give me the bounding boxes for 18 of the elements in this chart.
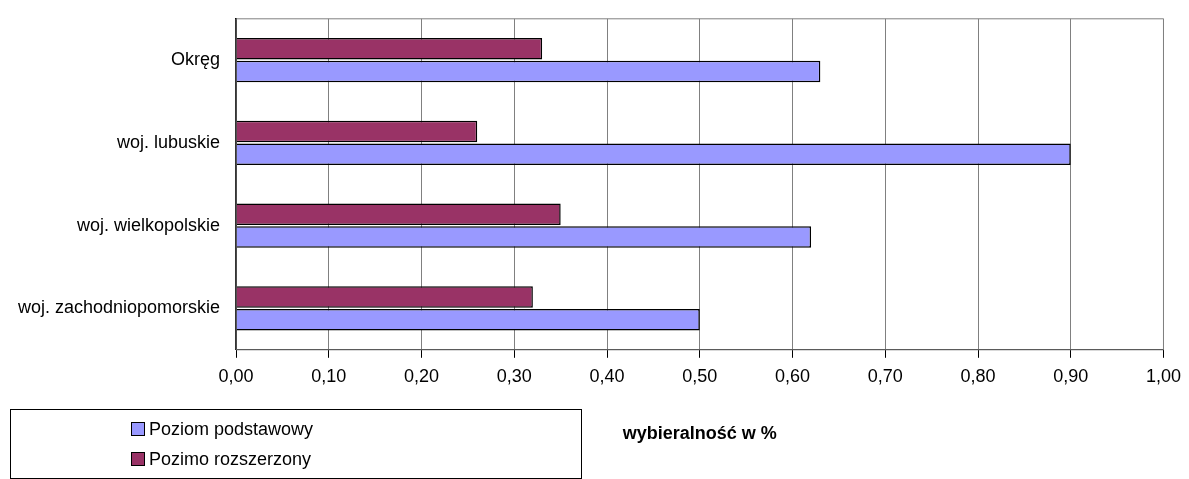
x-tick-label: 0,30	[496, 365, 532, 386]
x-tick-label: 0,60	[775, 365, 811, 386]
legend-label: Poziom podstawowy	[149, 418, 314, 440]
x-tick-label: 0,80	[960, 365, 996, 386]
x-tick-label: 0,00	[218, 365, 254, 386]
x-tick-label: 0,50	[682, 365, 718, 386]
y-tick-label: woj. zachodniopomorskie	[17, 297, 221, 318]
x-tick-label: 0,40	[589, 365, 625, 386]
legend-label: Pozimo rozszerzony	[149, 448, 312, 470]
y-tick-label: woj. lubuskie	[116, 131, 221, 152]
x-axis-title: wybieralność w %	[621, 423, 777, 444]
x-tick-label: 0,20	[404, 365, 440, 386]
y-tick-label: woj. wielkopolskie	[76, 214, 221, 235]
x-tick-label: 0,10	[311, 365, 347, 386]
y-tick-label: Okręg	[171, 49, 221, 70]
x-tick-label: 0,70	[867, 365, 903, 386]
x-tick-label: 0,90	[1053, 365, 1089, 386]
x-tick-label: 1,00	[1145, 365, 1182, 386]
